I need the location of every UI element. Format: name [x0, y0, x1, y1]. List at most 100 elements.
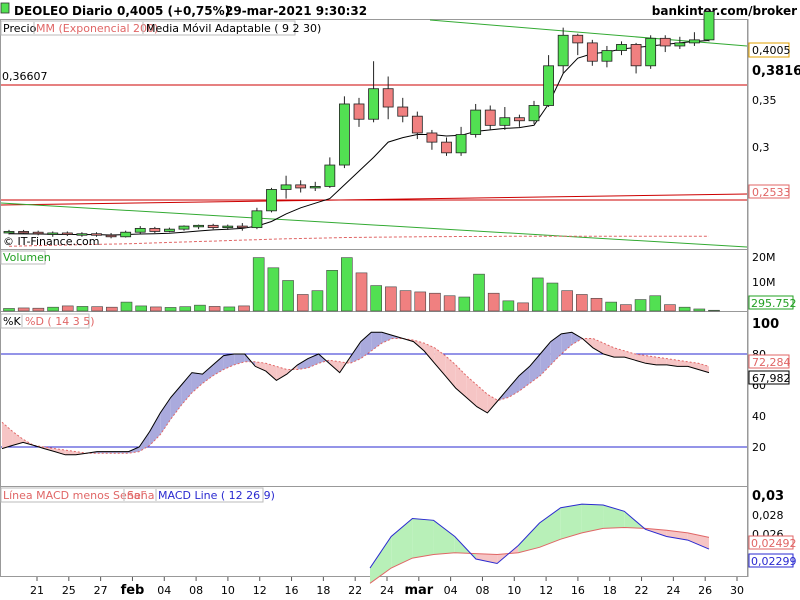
- macd-legend: Línea MACD menos Señal Señal MACD Line (…: [0, 487, 275, 503]
- price-tick: 0,35: [752, 94, 777, 107]
- volume-bar: [135, 305, 147, 312]
- candle-body: [47, 232, 59, 235]
- candle-body: [105, 234, 117, 238]
- current-price-box: [748, 42, 790, 58]
- candle-body: [324, 164, 336, 187]
- price-change-label: 0,4005 (+0,75%): [117, 4, 230, 18]
- stoch-fill: [276, 366, 287, 381]
- candle-body: [164, 228, 175, 232]
- symbol-label: DEOLEO: [14, 4, 68, 18]
- legend-macd-line: MACD Line ( 12 26 9): [158, 489, 275, 502]
- candle-body: [528, 105, 540, 122]
- candle-body: [207, 224, 219, 229]
- price-candles: [3, 11, 715, 247]
- stoch-fill: [170, 385, 182, 420]
- volume-bar: [414, 291, 427, 312]
- volume-bar: [664, 304, 676, 312]
- candle-body: [601, 50, 613, 62]
- candle-body: [266, 189, 277, 212]
- volume-bar: [76, 306, 89, 312]
- macd-fill: [433, 520, 455, 555]
- stoch-fill: [371, 332, 382, 351]
- ema-value-label: 0,2533: [752, 186, 791, 199]
- candle-body: [134, 227, 146, 233]
- stoch-fill: [645, 355, 657, 365]
- stoch-fill: [139, 431, 150, 452]
- x-tick-label: 08: [475, 584, 489, 597]
- macd-value-box: [748, 553, 794, 568]
- candle-body: [557, 34, 569, 67]
- volume-bar: [238, 305, 250, 312]
- candle-body: [441, 141, 452, 154]
- volume-bar: [634, 299, 647, 312]
- support-line-2: [0, 193, 748, 206]
- volume-bar: [355, 272, 368, 312]
- volume-bar: [296, 294, 309, 312]
- d-value-label: 72,284: [752, 356, 791, 369]
- volume-bar: [164, 307, 177, 312]
- stoch-legend-box: [0, 313, 90, 329]
- candle-body: [236, 225, 248, 229]
- volume-bar: [605, 301, 617, 312]
- stoch-fill: [550, 333, 562, 365]
- candle-body: [499, 117, 511, 126]
- signal-value-box: [748, 535, 794, 550]
- header-bar: DEOLEO Diario 0,4005 (+0,75%) 29-mar-202…: [0, 2, 797, 18]
- x-tick-label: 12: [253, 584, 267, 597]
- ema-line: [8, 235, 709, 247]
- macd-tick: 0,03: [752, 489, 784, 504]
- volume-bar: [561, 290, 573, 312]
- volume-tick: 20M: [752, 251, 776, 264]
- candle-body: [368, 88, 379, 120]
- stoch-fill: [455, 364, 467, 398]
- volume-bar: [326, 270, 338, 312]
- candle-body: [382, 88, 394, 108]
- x-tick-label: 22: [348, 584, 362, 597]
- volume-axis: 20M 10M 295.752: [748, 251, 797, 310]
- x-tick-label: mar: [404, 583, 433, 598]
- macd-lines: [369, 503, 710, 584]
- stoch-fill: [666, 358, 678, 367]
- x-tick-label: 16: [285, 584, 299, 597]
- volume-current-label: 295.752: [751, 297, 797, 310]
- legend-d: %D ( 14 3 5): [25, 315, 95, 328]
- candle-body: [426, 132, 438, 143]
- volume-bars: [3, 257, 720, 312]
- candle-body: [295, 184, 307, 189]
- legend-k: %K: [3, 315, 21, 328]
- volume-bar: [385, 286, 397, 312]
- stoch-d-line: [1, 338, 710, 454]
- volume-bar: [61, 305, 74, 312]
- volume-bar: [106, 306, 118, 312]
- stoch-fill: [487, 394, 498, 413]
- candle-body: [630, 44, 642, 67]
- stoch-fill: [561, 332, 572, 354]
- volume-bar: [223, 306, 236, 312]
- k-value-box: [748, 370, 790, 385]
- candle-body: [193, 224, 204, 228]
- site-label: bankinter.com/broker: [652, 4, 797, 18]
- volume-bar: [620, 304, 632, 312]
- legend-macd-hist: Línea MACD menos Señal: [3, 489, 144, 502]
- x-tick-label: 21: [30, 584, 44, 597]
- volume-bar: [693, 308, 706, 312]
- candle-body: [32, 231, 44, 235]
- stoch-fill: [687, 361, 699, 370]
- x-tick-label: 27: [94, 584, 108, 597]
- stoch-fill: [434, 347, 446, 376]
- volume-bar: [311, 290, 324, 312]
- macd-tick: 0,028: [752, 509, 784, 522]
- stoch-fill: [508, 375, 520, 398]
- stoch-fill: [12, 431, 24, 446]
- x-tick-label: 10: [507, 584, 521, 597]
- copyright-label: © IT-Finance.com: [3, 235, 100, 248]
- volume-current-box: [748, 295, 794, 310]
- volume-bar: [252, 257, 265, 312]
- volume-bar: [91, 306, 103, 312]
- candle-body: [659, 37, 671, 47]
- macd-legend-box: [0, 487, 264, 503]
- macd-fill: [391, 518, 413, 568]
- stoch-fill: [255, 361, 266, 372]
- volume-bar: [282, 280, 294, 312]
